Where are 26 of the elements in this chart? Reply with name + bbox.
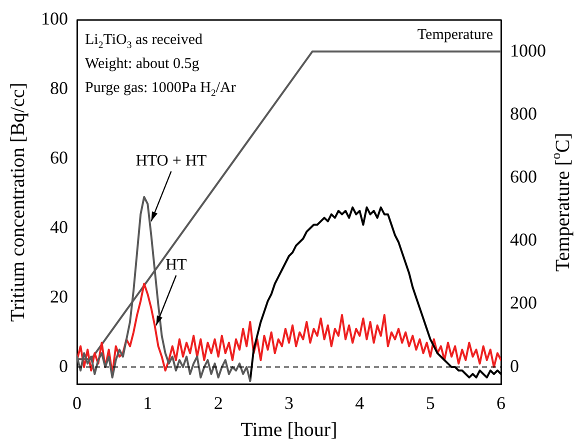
y2-axis-title: Temperature [oC] — [548, 132, 574, 272]
x-axis-title: Time [hour] — [240, 419, 338, 440]
x-tick-label: 1 — [143, 392, 152, 413]
x-tick-label: 0 — [72, 392, 82, 413]
x-tick-label: 4 — [355, 392, 364, 413]
annotation: Weight: about 0.5g — [85, 56, 200, 72]
y2-tick-label: 600 — [510, 166, 537, 186]
x-tick-label: 6 — [496, 392, 506, 413]
y2-tick-label: 400 — [510, 230, 537, 250]
y2-tick-label: 800 — [510, 103, 537, 124]
series-label: Temperature — [417, 27, 494, 43]
y-tick-label: 0 — [59, 356, 68, 376]
annotation: HTO + HT — [136, 152, 207, 170]
y-tick-label: 20 — [50, 286, 68, 306]
y-tick-label: 80 — [50, 78, 68, 98]
y2-tick-label: 0 — [510, 356, 519, 376]
x-tick-label: 2 — [214, 392, 223, 413]
y-tick-label: 60 — [50, 148, 68, 168]
y-tick-label: 40 — [50, 216, 68, 237]
x-tick-label: 3 — [284, 392, 294, 413]
y-axis-title: Tritium concentration [Bq/cc] — [7, 82, 29, 322]
y2-tick-label: 1000 — [510, 40, 546, 60]
y2-tick-label: 200 — [510, 292, 537, 313]
y-tick-label: 100 — [41, 8, 68, 29]
x-tick-label: 5 — [426, 392, 435, 413]
annotation: HT — [165, 256, 188, 274]
